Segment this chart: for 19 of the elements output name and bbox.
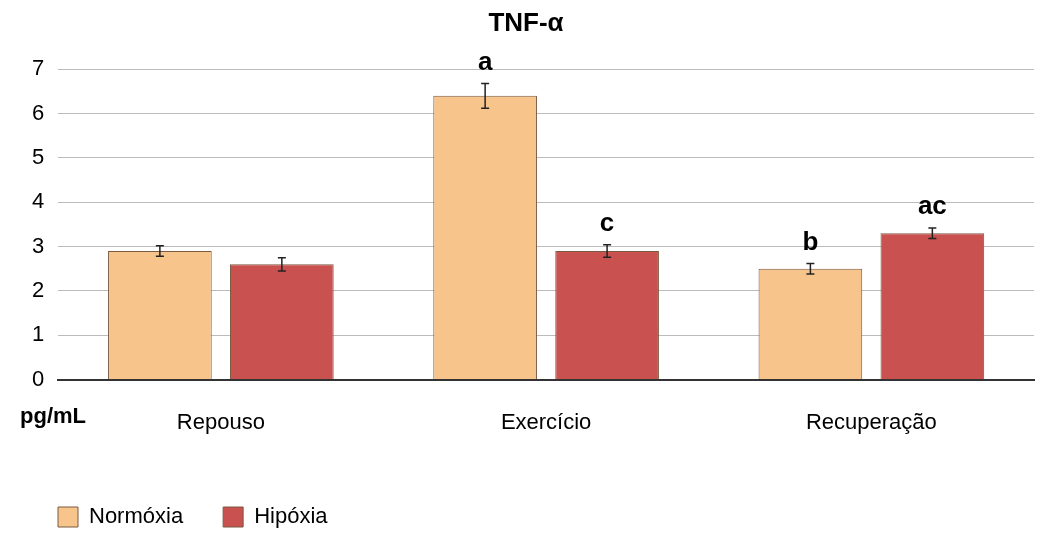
y-tick-label: 0 — [31, 365, 45, 391]
x-tick-label: Exercício — [500, 408, 592, 434]
y-tick-label: 1 — [31, 321, 45, 347]
chart-title: TNF-α — [488, 6, 564, 37]
data-label: ac — [917, 190, 947, 221]
legend-label: Hipóxia — [254, 503, 329, 529]
y-tick-label: 5 — [31, 143, 45, 169]
data-label: a — [477, 45, 493, 76]
data-label: b — [802, 225, 819, 256]
y-tick-label: 2 — [31, 276, 45, 302]
y-tick-label: 4 — [31, 188, 45, 214]
y-tick-label: 3 — [31, 232, 45, 258]
y-tick-label: 6 — [31, 99, 45, 125]
y-axis-title: pg/mL — [20, 402, 86, 428]
legend-label: Normóxia — [89, 503, 184, 529]
data-label: c — [599, 206, 615, 237]
x-tick-label: Repouso — [176, 408, 265, 434]
x-tick-label: Recuperação — [805, 408, 937, 434]
y-tick-label: 7 — [31, 55, 45, 81]
